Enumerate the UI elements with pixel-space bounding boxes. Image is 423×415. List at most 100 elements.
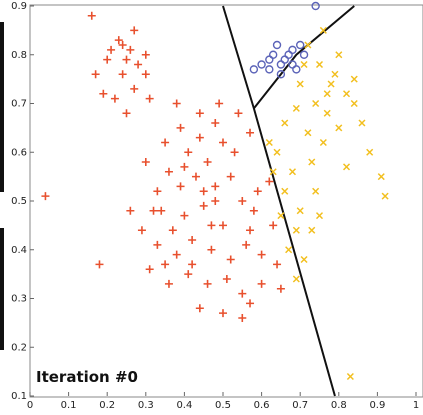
plus-point: [172, 99, 181, 108]
plus-point: [153, 240, 162, 249]
plus-point: [122, 109, 131, 118]
x-point: [342, 163, 351, 171]
plus-point: [211, 182, 220, 191]
plus-point: [219, 309, 227, 318]
x-tick-label: 0: [27, 400, 33, 410]
circle-point: [257, 60, 266, 69]
plus-point: [188, 236, 197, 244]
x-point: [273, 148, 281, 156]
plus-point: [242, 240, 251, 249]
plus-point: [211, 119, 220, 127]
circle-point: [272, 40, 282, 50]
x-point: [312, 187, 320, 195]
plus-point: [226, 172, 235, 181]
x-point: [350, 75, 358, 83]
circle-point: [249, 65, 259, 74]
plus-point: [107, 45, 116, 54]
plus-point: [253, 187, 262, 196]
plus-point: [164, 167, 173, 176]
y-tick-label: 0.3: [11, 294, 27, 305]
x-point: [319, 138, 327, 147]
plus-point: [257, 279, 266, 288]
x-tick-label: 0.6: [254, 400, 270, 410]
x-point: [265, 138, 273, 147]
y-axis-ticks: 0.1 0.2 0.3 0.4 0.5 0.6 0.7 0.8 0.9: [11, 1, 34, 402]
x-point: [292, 226, 300, 234]
plus-point: [246, 128, 255, 137]
x-point: [315, 212, 324, 220]
x-point: [335, 124, 343, 132]
circle-point: [288, 45, 297, 55]
y-tick-label: 0.1: [11, 391, 27, 402]
plus-point: [118, 70, 127, 79]
plus-point: [269, 221, 278, 230]
plus-point: [191, 172, 200, 181]
plus-point: [95, 260, 104, 269]
plus-point: [203, 158, 212, 166]
plus-point: [141, 70, 150, 79]
left-edge-bar-lower: [0, 228, 4, 350]
left-edge-bar: [0, 22, 4, 192]
plus-point: [118, 41, 127, 49]
x-tick-label: 1: [413, 400, 419, 410]
plus-point: [164, 279, 173, 288]
plus-point: [180, 162, 189, 171]
plus-point: [234, 109, 243, 118]
plus-point: [145, 94, 154, 103]
x-point: [342, 90, 351, 98]
plus-point: [249, 206, 258, 215]
x-point: [377, 173, 385, 181]
plus-point: [103, 55, 112, 64]
x-point: [346, 372, 354, 381]
plus-point: [172, 250, 181, 259]
circle-point: [288, 60, 297, 69]
plus-point: [134, 60, 143, 69]
plus-point: [145, 265, 154, 274]
plus-point: [207, 245, 216, 254]
x-point: [319, 26, 327, 34]
x-point: [358, 119, 366, 127]
plus-point: [87, 11, 96, 20]
plus-point: [265, 177, 274, 186]
plus-point: [195, 133, 204, 142]
x-point: [296, 207, 304, 215]
y-tick-label: 0.6: [11, 147, 27, 158]
x-point: [292, 275, 300, 283]
plus-point: [184, 148, 193, 157]
x-tick-label: 0.3: [138, 400, 154, 410]
x-tick-label: 0.8: [331, 400, 347, 410]
plus-point: [41, 192, 50, 201]
boundary-line: [253, 5, 355, 109]
plus-point: [207, 221, 216, 230]
x-point: [350, 99, 358, 108]
x-point: [381, 192, 389, 200]
plus-point: [219, 221, 227, 230]
y-tick-label: 0.8: [11, 50, 27, 61]
x-point: [323, 90, 331, 98]
plus-point: [153, 187, 162, 196]
plus-point: [246, 299, 255, 308]
plus-point: [226, 255, 235, 264]
plus-point: [168, 226, 177, 235]
circle-point: [276, 70, 286, 79]
plot-frame: [29, 4, 423, 398]
x-point: [285, 246, 293, 254]
plus-point: [126, 45, 135, 54]
x-point: [281, 187, 289, 195]
plus-point: [215, 99, 224, 108]
plus-point: [246, 226, 255, 235]
y-tick-label: 0.7: [11, 99, 27, 110]
plus-point: [176, 182, 185, 191]
x-point: [308, 226, 316, 234]
plus-point: [99, 89, 108, 98]
circle-point: [299, 50, 309, 59]
plus-point: [199, 201, 208, 210]
x-point: [331, 70, 339, 78]
plus-point: [257, 250, 266, 259]
y-tick-label: 0.5: [11, 196, 27, 207]
plus-point: [273, 260, 282, 269]
x-point: [335, 51, 343, 59]
y-tick-label: 0.4: [11, 245, 27, 256]
